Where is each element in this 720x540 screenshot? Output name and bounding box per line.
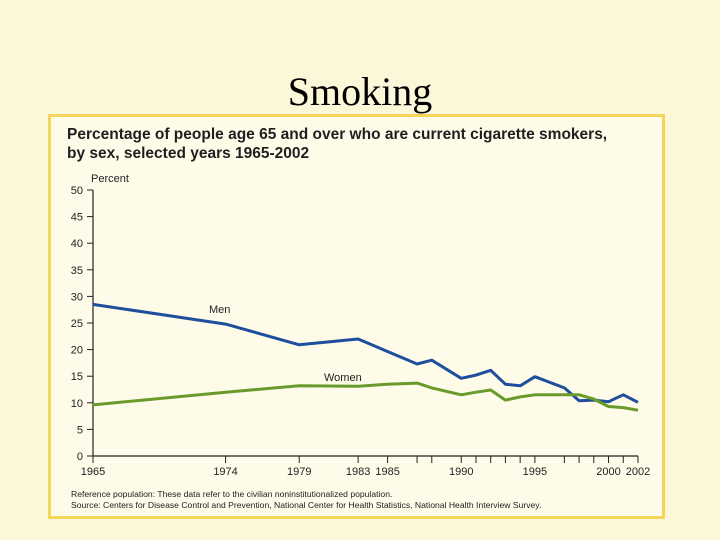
y-tick-label: 5 — [77, 424, 83, 436]
x-tick-label: 1979 — [287, 466, 311, 478]
y-axis-label: Percent — [91, 173, 129, 185]
x-tick-label: 2000 — [596, 466, 620, 478]
y-tick-label: 25 — [71, 318, 83, 330]
x-tick-label: 1974 — [213, 466, 237, 478]
y-tick-label: 15 — [71, 371, 83, 383]
x-tick-label: 1995 — [523, 466, 547, 478]
x-tick-label: 1985 — [375, 466, 399, 478]
y-tick-label: 50 — [71, 185, 83, 197]
source-note: Source: Centers for Disease Control and … — [71, 500, 542, 510]
y-tick-label: 20 — [71, 345, 83, 357]
x-tick-label: 1983 — [346, 466, 370, 478]
y-tick-label: 45 — [71, 212, 83, 224]
slide-title: Smoking — [287, 69, 433, 114]
y-tick-label: 35 — [71, 265, 83, 277]
series-line-men — [92, 302, 639, 404]
reference-note: Reference population: These data refer t… — [71, 489, 393, 499]
chart-title-line-2: by sex, selected years 1965-2002 — [67, 145, 310, 162]
chart-title: Percentage of people age 65 and over who… — [67, 125, 657, 163]
y-tick-label: 0 — [77, 451, 83, 463]
series-label-men: Men — [209, 304, 230, 316]
x-tick-label: 1965 — [81, 466, 105, 478]
series-label-women: Women — [324, 372, 362, 384]
y-tick-label: 10 — [71, 398, 83, 410]
chart-figure: Percentage of people age 65 and over who… — [48, 114, 665, 519]
x-tick-label: 2002 — [626, 466, 650, 478]
chart-notes: Reference population: These data refer t… — [71, 489, 661, 511]
x-tick-label: 1990 — [449, 466, 473, 478]
chart-title-line-1: Percentage of people age 65 and over who… — [67, 126, 608, 143]
y-tick-label: 40 — [71, 238, 83, 250]
series-line-women — [92, 381, 639, 412]
y-tick-label: 30 — [71, 291, 83, 303]
line-chart: Percent 0 5 10 15 20 25 30 35 40 45 50 1965 1974 1979 1… — [71, 173, 650, 478]
